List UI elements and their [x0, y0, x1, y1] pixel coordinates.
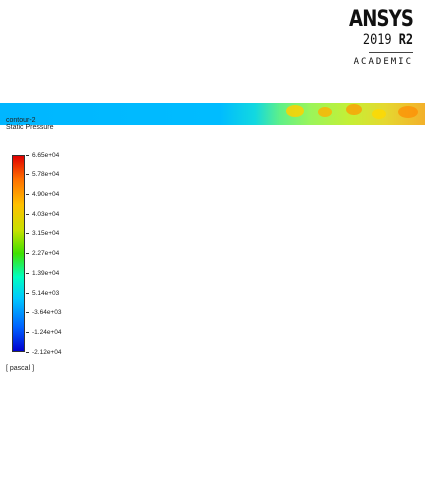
colorbar — [12, 155, 25, 352]
ansys-logo: ANSYS 2019 R2 ACADEMIC — [335, 7, 414, 68]
plot-name: contour-2 — [6, 117, 36, 124]
colorbar-tick-label: -3.64e+03 — [26, 309, 61, 316]
colorbar-tick-label: -1.24e+04 — [26, 329, 61, 336]
colorbar-tick-label: 4.90e+04 — [26, 191, 59, 198]
colorbar-tick-label: 5.14e+03 — [26, 290, 59, 297]
colorbar-tick-label: -2.12e+04 — [26, 349, 61, 356]
colorbar-tick-label: 4.03e+04 — [26, 211, 59, 218]
contour-hotspot — [372, 109, 386, 119]
colorbar-tick-label: 3.15e+04 — [26, 230, 59, 237]
colorbar-tick-label: 6.65e+04 — [26, 152, 59, 159]
contour-hotspot — [286, 105, 304, 117]
logo-release: 2019 R2 — [347, 32, 413, 48]
logo-brand: ANSYS — [348, 7, 414, 32]
plot-title: contour-2 Static Pressure — [6, 117, 53, 131]
contour-field-band — [0, 103, 425, 125]
logo-release-tag: R2 — [398, 32, 413, 48]
colorbar-tick-label: 5.78e+04 — [26, 171, 59, 178]
plot-variable: Static Pressure — [6, 124, 54, 131]
colorbar-tick-label: 2.27e+04 — [26, 250, 59, 257]
contour-hotspot — [318, 107, 332, 117]
logo-year: 2019 — [362, 32, 392, 48]
colorbar-units: [ pascal ] — [6, 365, 35, 372]
colorbar-tick-label: 1.39e+04 — [26, 270, 59, 277]
logo-divider — [369, 52, 413, 53]
contour-hotspot — [398, 106, 418, 118]
contour-hotspot — [346, 104, 362, 115]
logo-edition: ACADEMIC — [353, 57, 413, 67]
